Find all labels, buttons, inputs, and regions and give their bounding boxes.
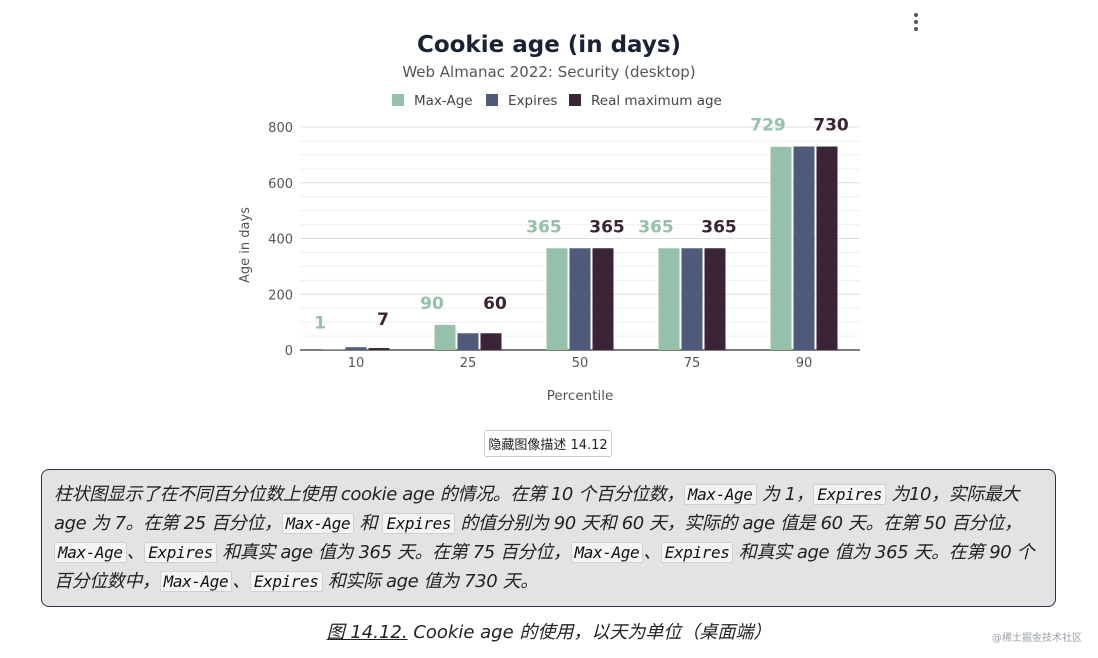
x-axis-label: Percentile [547, 388, 614, 404]
bar-real-maximum-age [592, 248, 614, 350]
data-label-max-age: 365 [638, 217, 674, 237]
figure-link[interactable]: 图 14.12. [326, 622, 408, 643]
bar-max-age [770, 146, 792, 350]
desc-code: Max-Age [54, 542, 127, 563]
y-tick-label: 800 [268, 121, 293, 136]
legend-swatch [486, 94, 498, 106]
desc-text: 和实际 age 值为 730 天。 [322, 571, 538, 592]
desc-code: Expires [249, 571, 323, 592]
bar-max-age [546, 248, 568, 350]
desc-text: 的值分别为 90 天和 60 天，实际的 age 值是 60 天。在第 50 百… [455, 513, 1022, 534]
desc-text: 和真实 age 值为 365 天。在第 90 个百分位数中， [54, 542, 1035, 592]
legend-swatch [392, 94, 404, 106]
bar-expires [681, 248, 703, 350]
desc-text: 、 [126, 542, 145, 563]
bar-chart: Cookie age (in days) Web Almanac 2022: Se… [238, 32, 860, 404]
desc-text: 和真实 age 值为 365 天。在第 75 百分位， [216, 542, 571, 563]
desc-code: Expires [144, 542, 217, 563]
legend-label: Real maximum age [591, 93, 722, 109]
bar-real-maximum-age [816, 146, 838, 350]
caption-text: Cookie age 的使用，以天为单位（桌面端） [407, 622, 772, 643]
bar-real-maximum-age [368, 348, 390, 350]
bar-expires [457, 333, 479, 350]
desc-code: Max-Age [683, 484, 757, 505]
desc-code: Max-Age [281, 513, 355, 534]
data-label-real-maximum-age: 60 [483, 294, 507, 314]
x-tick-label: 90 [796, 356, 813, 371]
y-tick-label: 400 [268, 233, 293, 248]
bar-real-maximum-age [480, 333, 502, 350]
desc-code: Max-Age [570, 542, 644, 563]
y-tick-label: 0 [285, 344, 293, 359]
data-label-max-age: 365 [526, 217, 562, 237]
data-label-max-age: 1 [314, 314, 326, 334]
toggle-description-button[interactable]: 隐藏图像描述 14.12 [484, 430, 612, 457]
figure-caption: 图 14.12. Cookie age 的使用，以天为单位（桌面端） [0, 618, 1098, 644]
desc-text: 、 [232, 571, 250, 592]
legend-swatch [569, 94, 581, 106]
desc-code: Expires [813, 484, 887, 505]
bar-expires [345, 347, 367, 350]
desc-text: 、 [643, 542, 661, 563]
data-label-real-maximum-age: 730 [813, 116, 849, 136]
x-tick-label: 75 [684, 356, 701, 371]
bar-expires [569, 248, 591, 350]
desc-text: 和 [354, 513, 383, 534]
bar-max-age [658, 248, 680, 350]
bar-expires [793, 146, 815, 350]
desc-text: 柱状图显示了在不同百分位数上使用 cookie age 的情况。在第 10 个百… [54, 484, 684, 505]
legend-label: Max-Age [414, 93, 473, 109]
data-label-max-age: 729 [750, 116, 786, 136]
chart-description: 柱状图显示了在不同百分位数上使用 cookie age 的情况。在第 10 个百… [41, 469, 1056, 607]
y-axis-label: Age in days [238, 207, 253, 283]
desc-code: Expires [382, 513, 456, 534]
data-label-max-age: 90 [420, 294, 444, 314]
desc-code: Expires [660, 542, 734, 563]
desc-text: 为 1， [756, 484, 814, 505]
chart-subtitle: Web Almanac 2022: Security (desktop) [402, 63, 695, 81]
x-tick-label: 10 [348, 356, 365, 371]
y-tick-label: 200 [268, 288, 293, 303]
data-label-real-maximum-age: 365 [589, 217, 625, 237]
chart-title: Cookie age (in days) [417, 32, 681, 58]
y-tick-label: 600 [268, 177, 293, 192]
bar-real-maximum-age [704, 248, 726, 350]
chart-container: Cookie age (in days) Web Almanac 2022: Se… [238, 10, 924, 404]
x-tick-label: 50 [572, 356, 589, 371]
chart-menu-icon[interactable] [908, 10, 924, 34]
data-label-real-maximum-age: 365 [701, 217, 737, 237]
bar-max-age [434, 324, 456, 350]
desc-code: Max-Age [159, 571, 233, 592]
watermark: @稀土掘金技术社区 [992, 633, 1082, 644]
data-label-real-maximum-age: 7 [377, 310, 389, 330]
x-tick-label: 25 [460, 356, 477, 371]
legend-label: Expires [508, 93, 557, 109]
desc-text: 为10，实际最大 age 为 7。在第 25 百分位， [54, 484, 1020, 534]
